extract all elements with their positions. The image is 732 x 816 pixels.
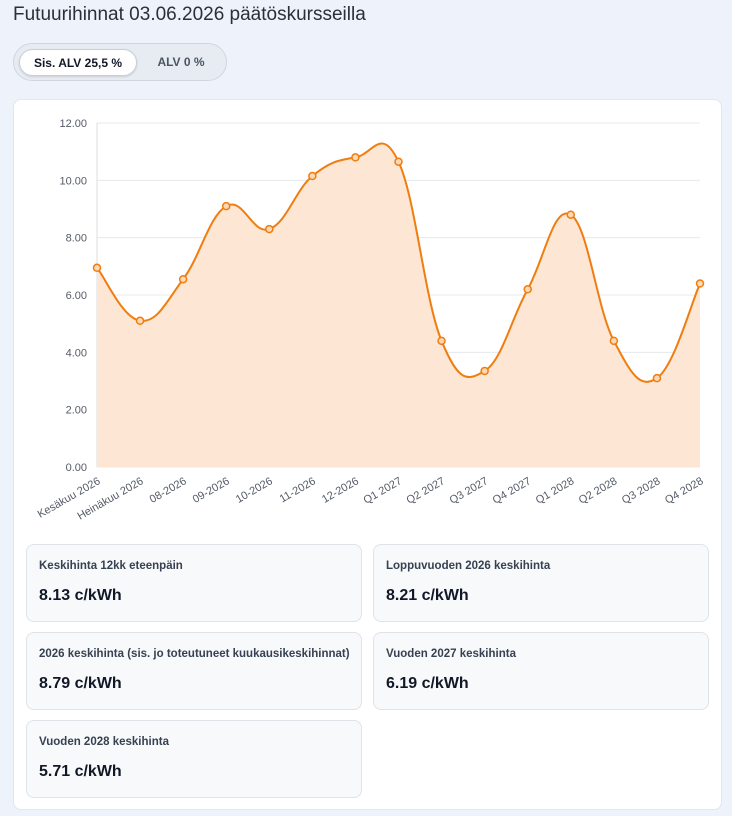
data-point[interactable] [351,153,360,162]
y-tick-label: 8.00 [66,233,87,245]
stat-card-2028-average: Vuoden 2028 keskihinta 5.71 c/kWh [26,720,362,798]
x-tick-label: 10-2026 [234,475,275,506]
futures-card: 0.00 2.00 4.00 6.00 8.00 10.00 12.00 Kesäkuu 2… [13,99,722,810]
data-point[interactable] [135,316,145,326]
data-point[interactable] [652,373,662,383]
x-tick-label: Q3 2028 [620,475,663,506]
y-axis-ticks: 0.00 2.00 4.00 6.00 8.00 10.00 12.00 [59,118,87,474]
stat-label: Loppuvuoden 2026 keskihinta [386,560,551,572]
data-point[interactable] [265,224,274,234]
stat-value: 8.13 c/kWh [39,587,122,604]
x-tick-label: 12-2026 [320,475,361,506]
y-tick-label: 4.00 [66,347,87,359]
price-line [96,142,701,383]
x-tick-label: Q1 2028 [534,475,577,506]
data-point[interactable] [437,336,446,346]
data-point[interactable] [609,336,619,346]
x-tick-label: Q2 2028 [577,475,620,506]
stat-card-12m-average: Keskihinta 12kk eteenpäin 8.13 c/kWh [26,544,362,622]
x-tick-label: 09-2026 [191,475,232,506]
stat-label: Vuoden 2027 keskihinta [386,648,516,660]
x-tick-label: Q4 2028 [663,475,706,506]
data-point[interactable] [221,201,231,211]
stat-label: 2026 keskihinta (sis. jo toteutuneet kuu… [39,648,350,660]
stat-card-2027-average: Vuoden 2027 keskihinta 6.19 c/kWh [373,632,709,710]
data-point[interactable] [394,157,403,166]
stat-value: 8.79 c/kWh [39,675,122,692]
stat-value: 6.19 c/kWh [386,675,469,692]
data-point[interactable] [695,279,705,288]
data-point[interactable] [308,171,317,181]
y-tick-label: 2.00 [66,405,87,417]
data-point[interactable] [178,274,188,284]
x-tick-label: Q4 2027 [491,475,534,506]
price-series-line [96,142,701,383]
vat-toggle: Sis. ALV 25,5 % ALV 0 % [13,43,227,81]
price-area-fill [97,143,700,467]
y-tick-label: 6.00 [66,290,87,302]
x-tick-label: Q3 2027 [448,475,491,506]
data-point[interactable] [566,210,576,219]
x-tick-label: 11-2026 [278,475,318,505]
data-point[interactable] [92,263,102,273]
data-point[interactable] [523,285,532,294]
price-points [92,153,705,383]
x-tick-label: 08-2026 [148,475,189,506]
x-tick-label: Q2 2027 [405,475,448,506]
stat-card-rest-of-2026-average: Loppuvuoden 2026 keskihinta 8.21 c/kWh [373,544,709,622]
page-title: Futuurihinnat 03.06.2026 päätöskursseill… [13,4,366,25]
stat-card-2026-average: 2026 keskihinta (sis. jo toteutuneet kuu… [26,632,362,710]
futures-price-chart: 0.00 2.00 4.00 6.00 8.00 10.00 12.00 Kesäkuu 2… [36,118,706,523]
y-tick-label: 12.00 [59,118,87,130]
price-area [97,143,700,467]
x-tick-label: Q1 2027 [361,475,404,506]
y-tick-label: 0.00 [66,462,87,474]
vat-excluded-button[interactable]: ALV 0 % [157,55,205,69]
stat-value: 5.71 c/kWh [39,763,122,780]
stat-label: Keskihinta 12kk eteenpäin [39,560,183,572]
stat-label: Vuoden 2028 keskihinta [39,736,169,748]
data-point[interactable] [480,366,489,376]
vat-included-button[interactable]: Sis. ALV 25,5 % [19,49,137,76]
stat-value: 8.21 c/kWh [386,587,469,604]
y-tick-label: 10.00 [59,175,87,187]
